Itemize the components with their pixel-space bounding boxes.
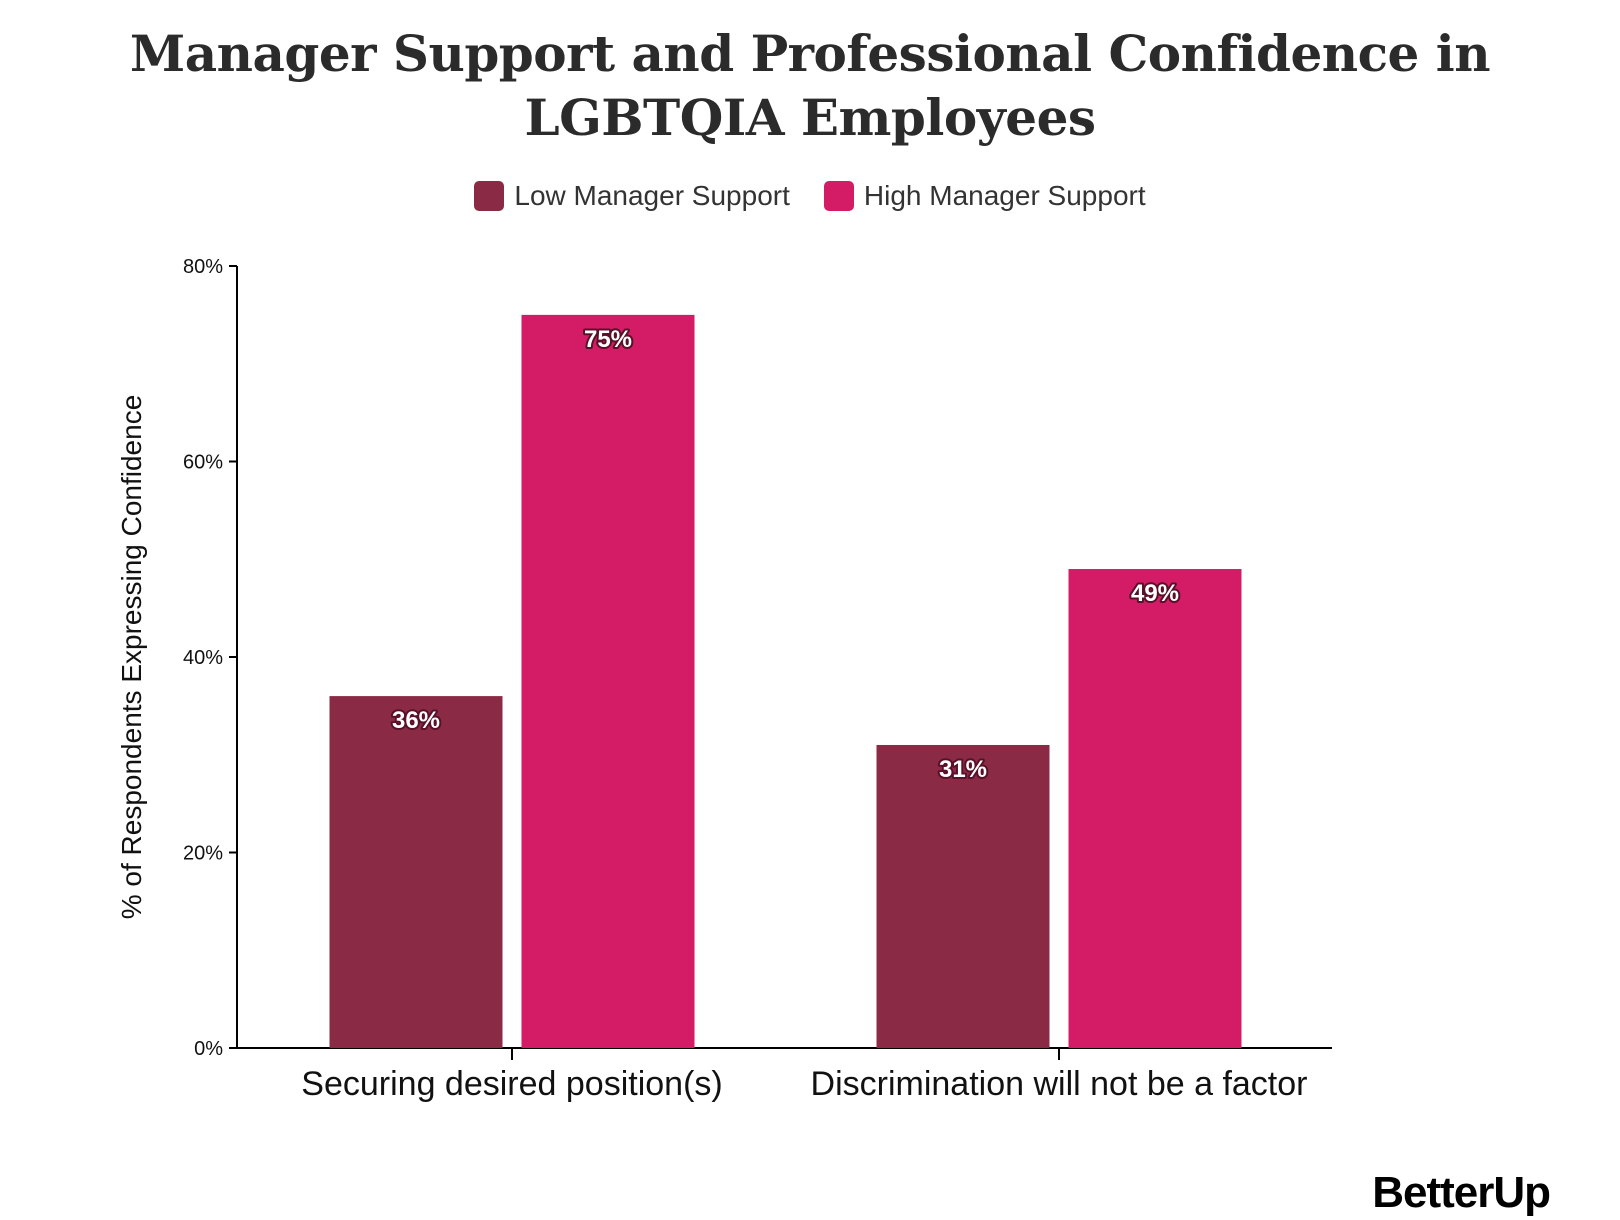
legend-item-low-support: Low Manager Support <box>474 180 790 212</box>
y-tick-label: 80% <box>183 256 223 278</box>
legend-swatch-low-support <box>474 181 505 211</box>
legend-item-high-support: High Manager Support <box>823 180 1146 212</box>
data-label-low-support: 36% <box>392 707 440 734</box>
legend-swatch-high-support <box>823 181 854 211</box>
bar-high-support <box>521 314 695 1048</box>
bar-high-support <box>1068 569 1242 1048</box>
bar-low-support <box>329 696 503 1048</box>
y-tick-label: 0% <box>194 1038 223 1060</box>
y-axis-title: % of Respondents Expressing Confidence <box>116 395 147 920</box>
chart-title: Manager Support and Professional Confide… <box>129 24 1491 147</box>
y-tick-label: 20% <box>183 843 223 865</box>
betterup-logo: BetterUp <box>1372 1168 1551 1217</box>
data-label-low-support: 31% <box>939 756 987 783</box>
x-category-label: Discrimination will not be a factor <box>811 1065 1308 1103</box>
legend-label-low-support: Low Manager Support <box>514 180 790 211</box>
data-label-high-support: 75% <box>584 326 632 353</box>
chart-legend: Low Manager Support High Manager Support <box>0 180 1620 212</box>
y-tick-label: 40% <box>183 647 223 669</box>
legend-label-high-support: High Manager Support <box>863 180 1146 211</box>
y-tick-label: 60% <box>183 452 223 474</box>
x-category-label: Securing desired position(s) <box>301 1065 722 1103</box>
data-label-high-support: 49% <box>1131 580 1179 607</box>
bar-low-support <box>876 744 1050 1048</box>
